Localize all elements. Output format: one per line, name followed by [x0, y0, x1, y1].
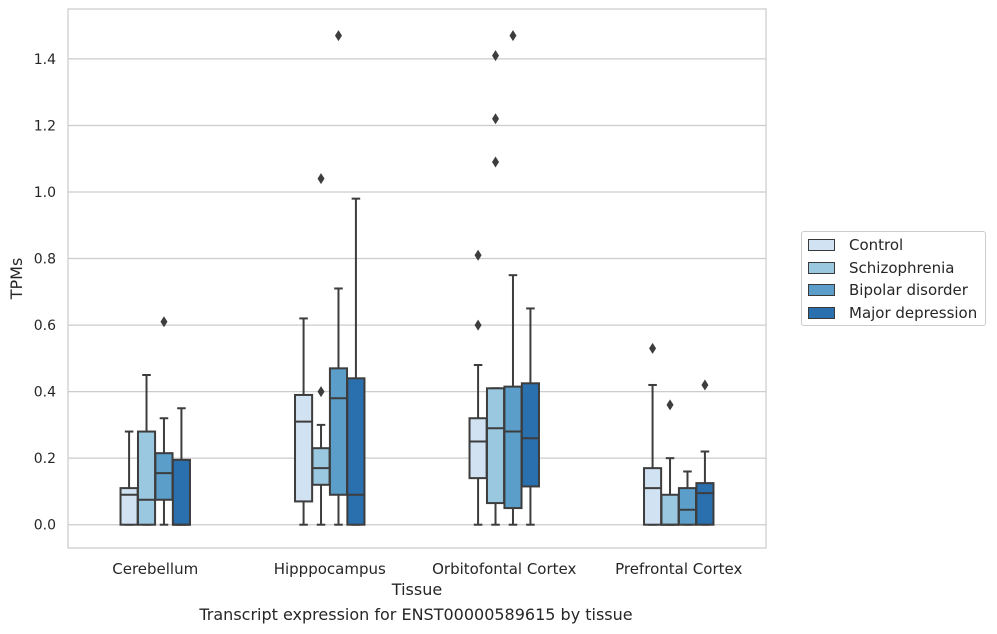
box-iqr	[660, 493, 680, 526]
legend-item-control: Control	[808, 236, 903, 254]
box-control-orbitofontal-cortex	[468, 249, 488, 526]
box-iqr	[695, 482, 715, 526]
box-major-depression-orbitofontal-cortex	[520, 307, 540, 526]
y-tick-label: 0.0	[34, 518, 56, 534]
legend-item-schizophrenia: Schizophrenia	[808, 259, 954, 277]
box-schizophrenia-hipppocampus	[311, 173, 331, 526]
y-tick-label: 1.2	[34, 118, 56, 134]
box-iqr	[136, 430, 157, 526]
legend-label-major-depression: Major depression	[849, 304, 978, 322]
box-iqr	[311, 447, 331, 486]
y-tick-labels: 0.0 0.2 0.4 0.6 0.8 1.0 1.2 1.4	[34, 52, 56, 534]
box-iqr	[485, 387, 506, 505]
x-tick-labels: Cerebellum Hipppocampus Orbitofontal Corte…	[112, 560, 742, 578]
x-tick-label: Hipppocampus	[274, 560, 386, 578]
legend-swatch-major-depression	[808, 307, 835, 319]
legend-swatch-bipolar-disorder	[808, 284, 835, 296]
box-iqr	[468, 417, 488, 480]
y-axis-label: TPMs	[7, 258, 26, 301]
outlier-point	[492, 113, 500, 125]
box-schizophrenia-prefrontal-cortex	[660, 399, 680, 526]
marks-layer	[119, 30, 715, 526]
outlier-point	[509, 30, 517, 42]
box-schizophrenia-cerebellum	[136, 373, 157, 526]
y-tick-label: 0.2	[34, 451, 56, 467]
box-iqr	[119, 487, 139, 526]
outlier-point	[666, 399, 674, 411]
legend-label-schizophrenia: Schizophrenia	[849, 259, 955, 277]
outlier-point	[649, 342, 657, 354]
legend-label-bipolar-disorder: Bipolar disorder	[849, 281, 968, 299]
outlier-point	[492, 50, 500, 62]
legend: Control Schizophrenia Bipolar disorder M…	[801, 231, 986, 326]
box-bipolar-disorder-cerebellum	[154, 316, 174, 526]
box-iqr	[328, 367, 349, 496]
y-tick-label: 1.4	[34, 52, 56, 68]
box-schizophrenia-orbitofontal-cortex	[485, 50, 506, 526]
box-bipolar-disorder-hipppocampus	[328, 30, 349, 526]
box-iqr	[171, 458, 191, 526]
figure-caption: Transcript expression for ENST0000058961…	[199, 605, 633, 624]
outlier-point	[317, 386, 325, 398]
x-tick-label: Orbitofontal Cortex	[432, 560, 576, 578]
outlier-point	[474, 249, 482, 261]
x-tick-label: Prefrontal Cortex	[615, 560, 742, 578]
y-tick-label: 1.0	[34, 185, 56, 201]
box-iqr	[346, 377, 366, 526]
box-iqr	[643, 467, 663, 526]
legend-swatch-control	[808, 239, 835, 251]
box-major-depression-prefrontal-cortex	[695, 379, 715, 526]
legend-item-bipolar-disorder: Bipolar disorder	[808, 281, 968, 299]
box-control-hipppocampus	[294, 317, 314, 526]
x-tick-label: Cerebellum	[112, 560, 198, 578]
outlier-point	[334, 30, 342, 42]
y-tick-label: 0.6	[34, 318, 56, 334]
box-iqr	[154, 452, 174, 501]
x-axis-label: Tissue	[391, 580, 442, 599]
outlier-point	[160, 316, 168, 328]
y-tick-label: 0.4	[34, 385, 56, 401]
box-major-depression-hipppocampus	[346, 197, 366, 526]
box-control-prefrontal-cortex	[643, 342, 663, 526]
box-iqr	[520, 382, 540, 488]
box-iqr	[677, 487, 698, 526]
box-major-depression-cerebellum	[171, 407, 191, 526]
outlier-point	[701, 379, 709, 391]
box-bipolar-disorder-orbitofontal-cortex	[503, 30, 523, 526]
outlier-point	[317, 173, 325, 185]
legend-item-major-depression: Major depression	[808, 304, 977, 322]
legend-label-control: Control	[849, 236, 904, 254]
outlier-point	[474, 319, 482, 331]
plot-frame	[67, 8, 767, 549]
box-bipolar-disorder-prefrontal-cortex	[677, 470, 698, 526]
grid-layer	[68, 58, 766, 526]
outlier-point	[492, 156, 500, 168]
box-control-cerebellum	[119, 430, 139, 526]
box-iqr	[503, 385, 523, 510]
legend-swatch-schizophrenia	[808, 262, 835, 274]
y-tick-label: 0.8	[34, 252, 56, 268]
box-iqr	[294, 393, 314, 503]
